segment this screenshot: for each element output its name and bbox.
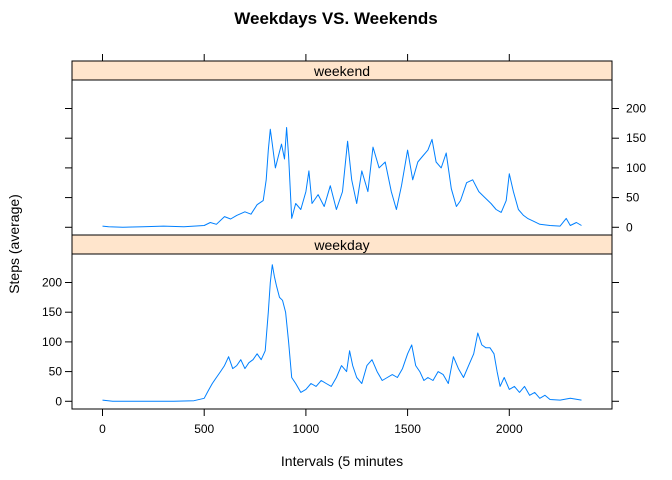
y-tick-label-weekday: 100 [42,335,62,349]
y-tick-label-weekday: 50 [49,365,63,379]
y-tick-label-weekday: 200 [42,276,62,290]
x-tick-label: 500 [194,422,214,436]
y-tick-label-weekend: 0 [626,220,633,234]
strip-label-weekday: weekday [313,237,369,253]
series-line-weekend [102,127,582,228]
y-tick-label-weekend: 50 [626,191,640,205]
chart-title: Weekdays VS. Weekends [234,9,437,28]
panel-weekend: weekend [71,60,613,236]
axis-ticks: 0 500 1000 1500 2000 0 0 50 50 100 100 150 150 200 200 [42,54,646,436]
series-line-weekday [102,264,582,402]
x-tick-label: 1500 [394,422,421,436]
y-tick-label-weekend: 100 [626,161,646,175]
y-tick-label-weekend: 200 [626,102,646,116]
x-tick-label: 1000 [293,422,320,436]
y-tick-label-weekday: 0 [55,394,62,408]
x-tick-label: 0 [99,422,106,436]
x-tick-label: 2000 [496,422,523,436]
panel-frame-weekend [71,79,613,236]
panel-weekday: weekday [71,234,613,410]
panel-frame-weekday [71,253,613,410]
y-tick-label-weekday: 150 [42,305,62,319]
strip-label-weekend: weekend [313,63,370,79]
y-tick-label-weekend: 150 [626,131,646,145]
x-axis-label: Intervals (5 minutes [281,453,403,469]
y-axis-label: Steps (average) [6,194,22,294]
